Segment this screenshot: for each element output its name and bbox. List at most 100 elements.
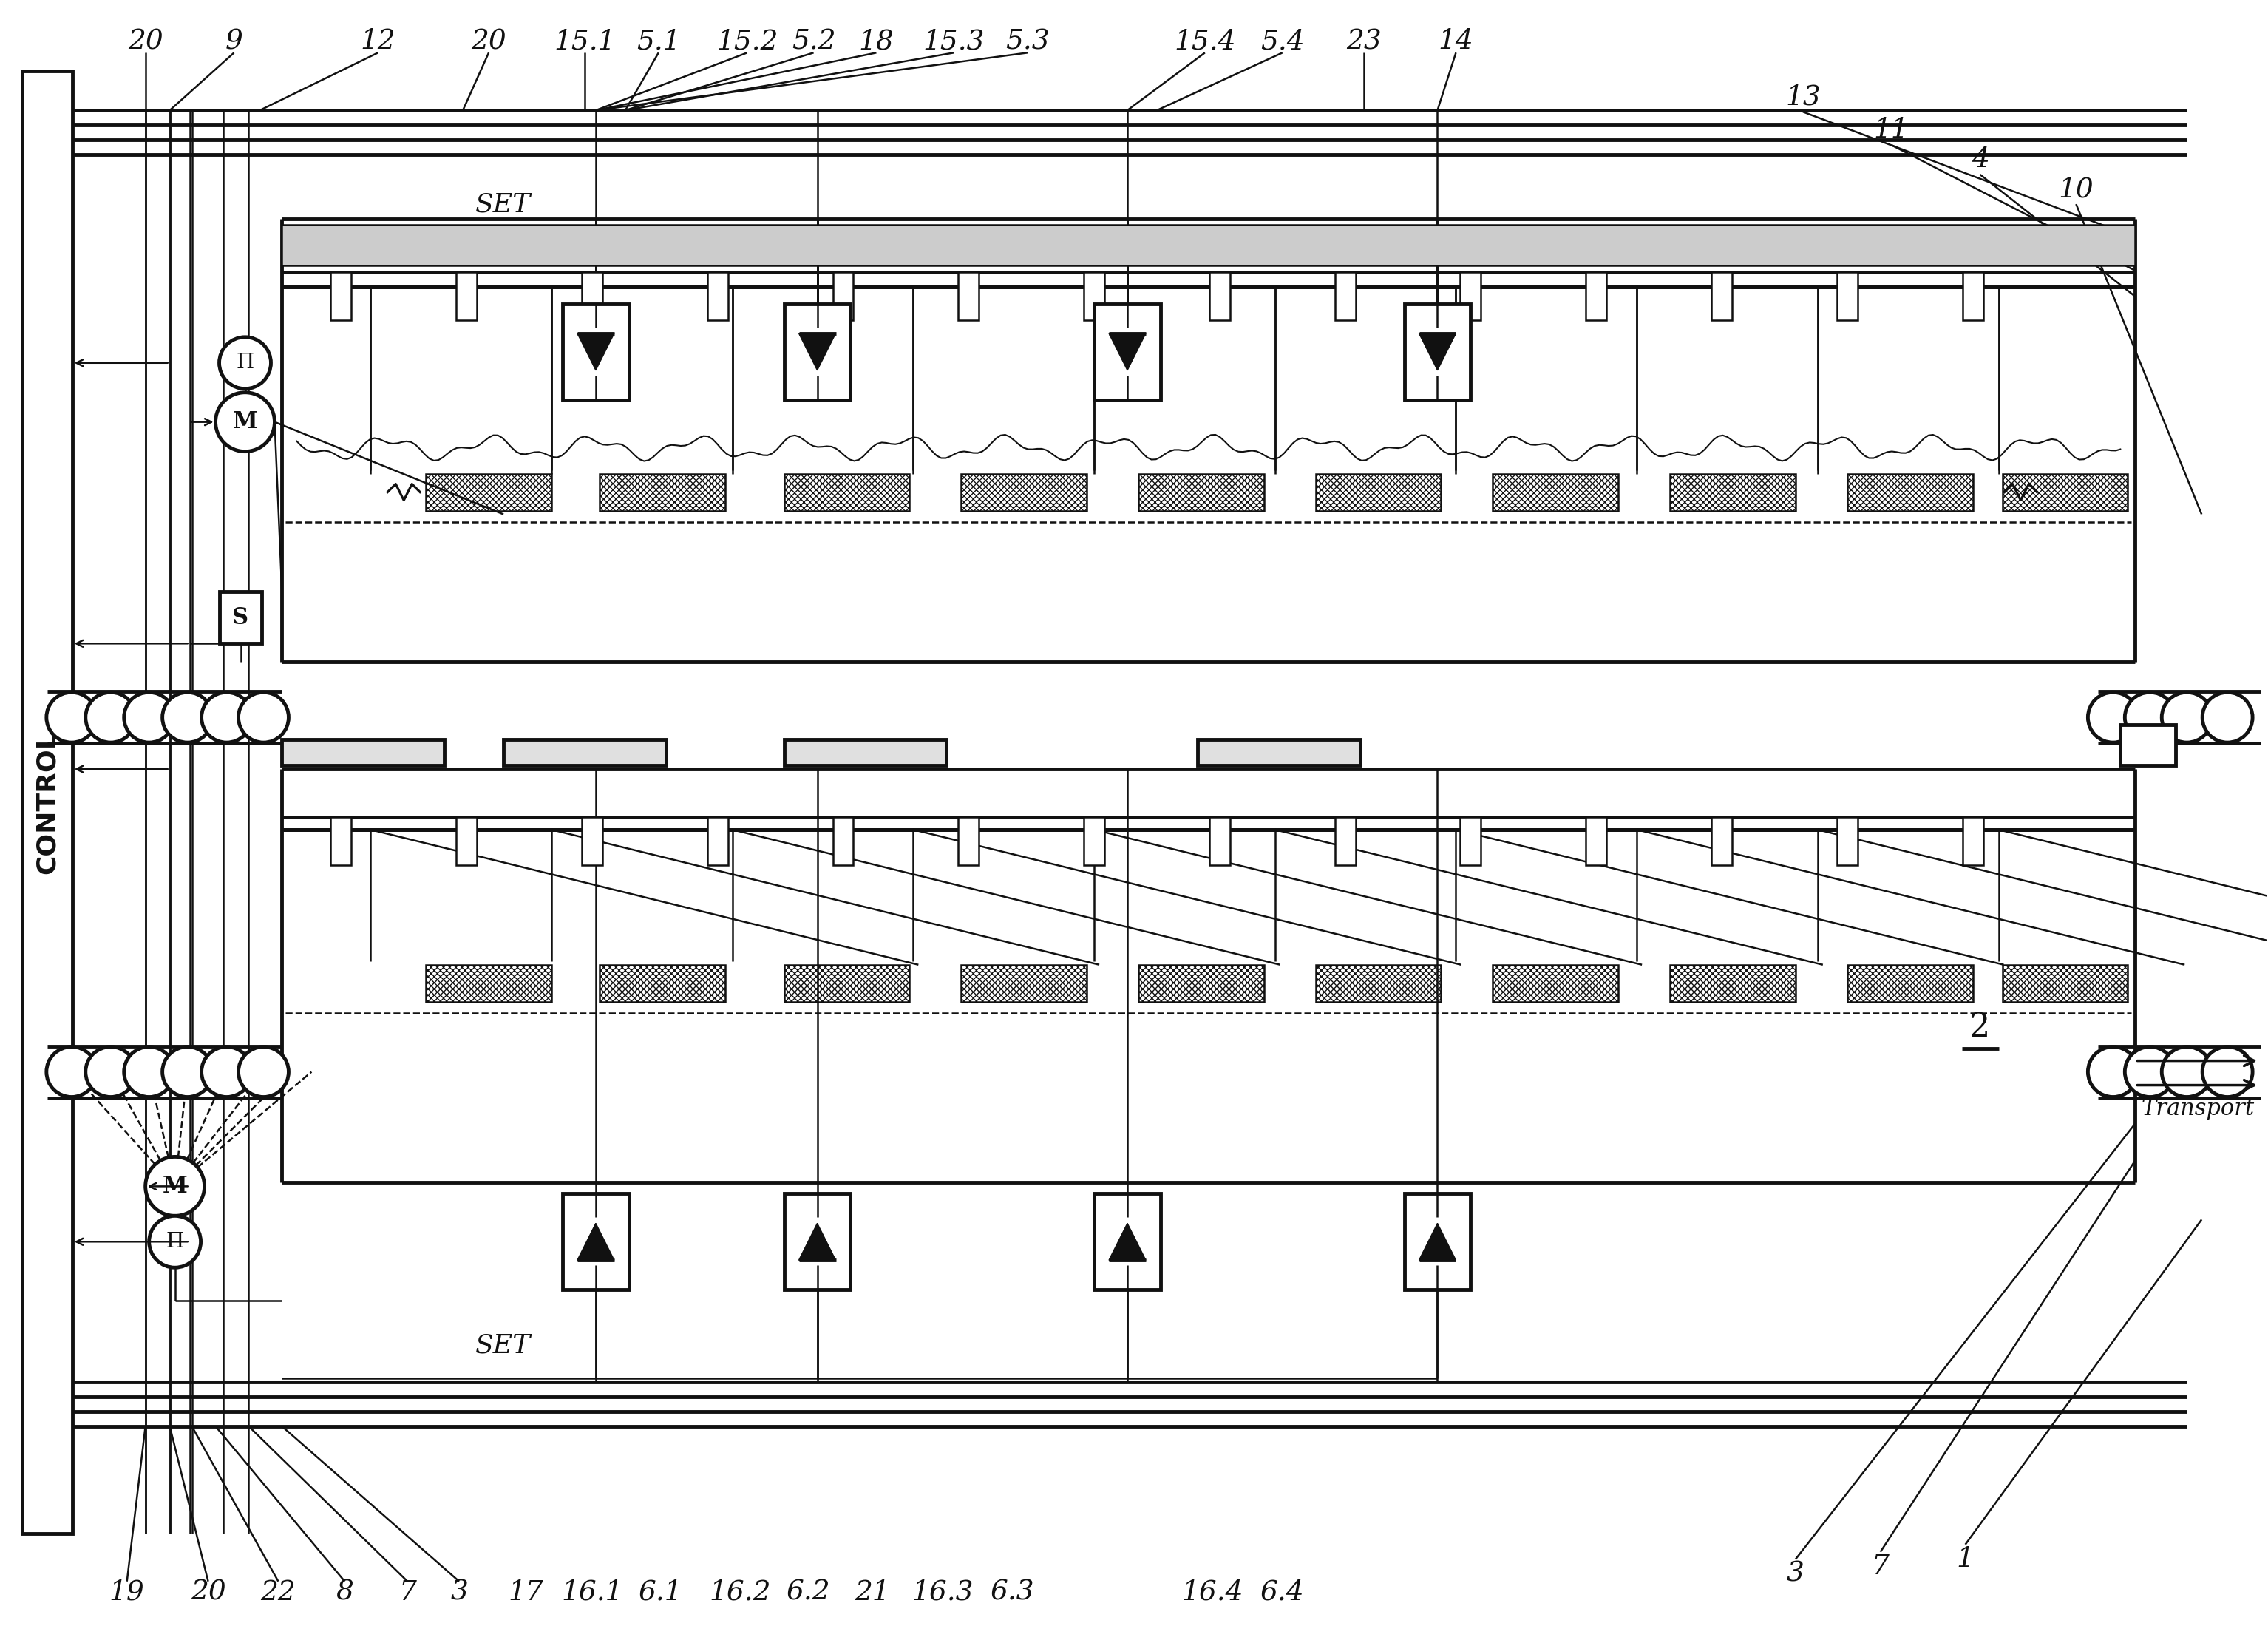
Bar <box>2003 473 2127 511</box>
Text: 5.4: 5.4 <box>1261 28 1304 54</box>
Circle shape <box>238 1047 288 1098</box>
Bar <box>1492 473 1619 511</box>
Bar <box>331 273 352 320</box>
Text: SET: SET <box>476 1332 531 1357</box>
Bar <box>1404 1194 1470 1290</box>
Circle shape <box>238 692 288 743</box>
Bar <box>1139 964 1263 1002</box>
Bar <box>1669 964 1796 1002</box>
Bar <box>1669 964 1796 1002</box>
Bar <box>962 964 1086 1002</box>
Bar <box>1962 273 1982 320</box>
Circle shape <box>2089 692 2139 743</box>
Text: 19: 19 <box>109 1579 145 1605</box>
Bar <box>1669 473 1796 511</box>
Bar <box>1846 473 1973 511</box>
Bar <box>959 273 980 320</box>
Circle shape <box>150 1216 202 1267</box>
Bar <box>426 473 551 511</box>
Text: 3: 3 <box>1787 1561 1805 1587</box>
Bar <box>1404 304 1470 399</box>
Text: S: S <box>231 606 249 629</box>
Text: 20: 20 <box>127 28 163 54</box>
Polygon shape <box>798 1224 835 1260</box>
Bar <box>562 304 628 399</box>
Bar <box>832 273 853 320</box>
Bar <box>1585 817 1606 866</box>
Circle shape <box>163 692 213 743</box>
Circle shape <box>163 1047 213 1098</box>
Text: Π: Π <box>166 1232 184 1252</box>
Bar <box>962 964 1086 1002</box>
Circle shape <box>2089 1047 2139 1098</box>
Bar <box>1209 817 1229 866</box>
Text: M: M <box>163 1175 188 1198</box>
Polygon shape <box>798 334 835 370</box>
Bar <box>708 817 728 866</box>
Bar <box>1198 739 1361 766</box>
Text: 15.1: 15.1 <box>553 28 615 54</box>
Text: 6.1: 6.1 <box>640 1579 683 1605</box>
Text: 6.3: 6.3 <box>991 1579 1034 1605</box>
Circle shape <box>215 393 274 452</box>
Bar <box>785 964 909 1002</box>
Text: 15.2: 15.2 <box>717 28 778 54</box>
Text: 23: 23 <box>1345 28 1381 54</box>
Text: 5.2: 5.2 <box>792 28 835 54</box>
Bar <box>1084 817 1105 866</box>
Circle shape <box>2202 1047 2252 1098</box>
Text: 6.4: 6.4 <box>1261 1579 1304 1605</box>
Bar <box>1139 473 1263 511</box>
Bar <box>1492 964 1619 1002</box>
Text: Π: Π <box>236 353 254 373</box>
Bar <box>785 304 850 399</box>
Bar <box>1084 273 1105 320</box>
Bar <box>456 273 476 320</box>
Text: M: M <box>234 411 259 434</box>
Bar <box>1315 964 1440 1002</box>
Text: 16.2: 16.2 <box>710 1579 771 1605</box>
Bar <box>220 591 263 644</box>
Bar <box>959 817 980 866</box>
Text: 20: 20 <box>191 1579 227 1605</box>
Bar <box>1315 473 1440 511</box>
Polygon shape <box>1420 334 1456 370</box>
Bar <box>1492 964 1619 1002</box>
Text: 15.3: 15.3 <box>923 28 984 54</box>
Text: 1: 1 <box>1957 1546 1973 1572</box>
Bar <box>962 473 1086 511</box>
Bar <box>785 473 909 511</box>
Bar <box>1461 273 1481 320</box>
Circle shape <box>125 692 175 743</box>
Bar <box>1315 964 1440 1002</box>
Circle shape <box>145 1157 204 1216</box>
Text: SET: SET <box>476 192 531 217</box>
Text: 2: 2 <box>1969 1012 1991 1043</box>
Text: 14: 14 <box>1438 28 1474 54</box>
Bar <box>2121 725 2175 766</box>
Bar <box>1139 473 1263 511</box>
Bar <box>1093 304 1161 399</box>
Bar <box>1712 273 1733 320</box>
Text: 21: 21 <box>855 1579 891 1605</box>
Circle shape <box>202 692 252 743</box>
Text: 22: 22 <box>261 1579 295 1605</box>
Bar <box>962 473 1086 511</box>
Bar <box>1837 273 1857 320</box>
Polygon shape <box>1109 334 1145 370</box>
Circle shape <box>45 692 98 743</box>
Text: 15.4: 15.4 <box>1175 28 1236 54</box>
Bar <box>785 739 946 766</box>
Text: 11: 11 <box>1873 117 1910 143</box>
Bar <box>1492 473 1619 511</box>
Circle shape <box>220 337 270 389</box>
Polygon shape <box>578 334 615 370</box>
Bar <box>1336 273 1356 320</box>
Text: 16.3: 16.3 <box>912 1579 973 1605</box>
Circle shape <box>86 1047 136 1098</box>
Bar <box>456 817 476 866</box>
Text: 20: 20 <box>472 28 506 54</box>
Text: 12: 12 <box>361 28 395 54</box>
Bar <box>1139 964 1263 1002</box>
Bar <box>2003 473 2127 511</box>
